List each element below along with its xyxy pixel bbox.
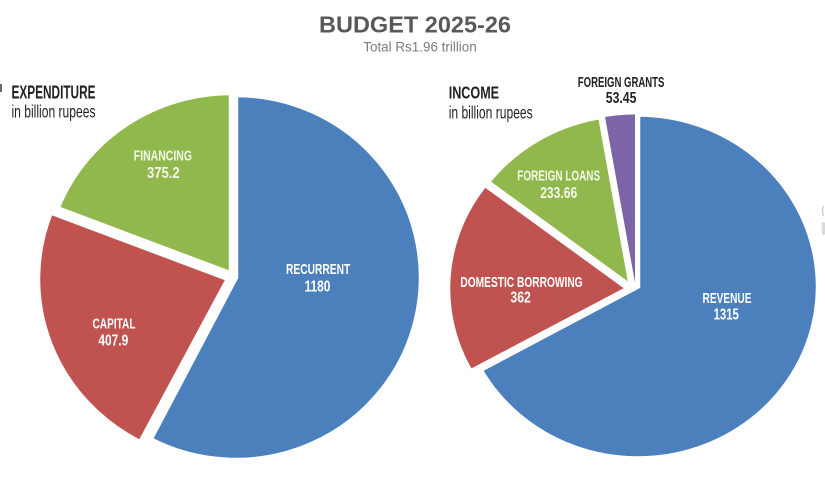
svg-text:233.66: 233.66 [540,185,577,202]
svg-text:CAPITAL: CAPITAL [93,315,136,332]
svg-text:Total Rs1.96 trillion: Total Rs1.96 trillion [363,40,477,55]
svg-text:EXPENDITURE: EXPENDITURE [12,83,96,103]
svg-text:RECURRENT: RECURRENT [286,261,350,278]
svg-text:FOREIGN GRANTS: FOREIGN GRANTS [578,74,665,91]
svg-text:407.9: 407.9 [98,333,128,350]
svg-text:in billion rupees: in billion rupees [12,102,96,122]
svg-text:FOREIGN LOANS: FOREIGN LOANS [517,168,600,185]
svg-text:FINANCING: FINANCING [134,147,192,164]
svg-text:in billion rupees: in billion rupees [449,103,533,123]
svg-text:362: 362 [510,290,530,307]
svg-text:1315: 1315 [714,306,739,323]
svg-text:DOMESTIC BORROWING: DOMESTIC BORROWING [460,274,582,291]
svg-text:INCOME: INCOME [449,83,500,103]
svg-text:1180: 1180 [305,278,331,295]
svg-text:53.45: 53.45 [606,90,637,107]
svg-text:REVENUE: REVENUE [703,290,752,307]
svg-text:375.2: 375.2 [147,165,180,182]
svg-text:BUDGET 2025-26: BUDGET 2025-26 [319,12,511,38]
